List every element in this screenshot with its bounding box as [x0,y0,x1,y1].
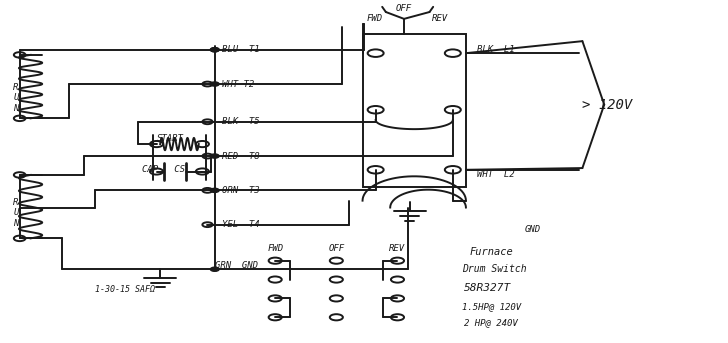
Text: RED  T8: RED T8 [222,152,260,161]
Bar [363,34,466,187]
Text: ORN  T3: ORN T3 [222,186,260,195]
Text: Furnace: Furnace [470,247,513,257]
Text: WHT  L2: WHT L2 [477,170,515,179]
Text: OFF: OFF [396,4,412,13]
Circle shape [210,82,219,86]
Text: REV: REV [432,14,448,23]
Text: Drum Switch: Drum Switch [462,264,527,274]
Circle shape [210,154,219,158]
Circle shape [210,188,219,192]
Text: BLU  T1: BLU T1 [222,45,260,54]
Text: GRN  GND: GRN GND [215,261,258,270]
Text: 1-30-15 SAFΩ: 1-30-15 SAFΩ [95,285,154,294]
Text: OFF: OFF [328,244,344,253]
Text: 2 HP@ 240V: 2 HP@ 240V [464,319,518,328]
Text: R
U
N: R U N [13,83,19,113]
Text: 58R327T: 58R327T [464,283,512,293]
Text: YEL  T4: YEL T4 [222,220,260,229]
Text: 1.5HP@ 120V: 1.5HP@ 120V [462,303,521,311]
Text: FWD: FWD [267,244,283,253]
Text: REV: REV [389,244,405,253]
Text: > 120V: > 120V [582,98,633,111]
Text: BLK  L1: BLK L1 [477,45,515,54]
Circle shape [210,48,219,52]
Text: CAP   CS: CAP CS [142,165,185,174]
Text: FWD: FWD [367,14,383,23]
Text: BLK  T5: BLK T5 [222,117,260,126]
Text: WHT T2: WHT T2 [222,80,254,88]
Circle shape [210,48,219,52]
Text: R
U
N: R U N [13,198,19,227]
Text: GND: GND [524,225,540,234]
Text: START: START [157,134,183,143]
Circle shape [210,267,219,271]
